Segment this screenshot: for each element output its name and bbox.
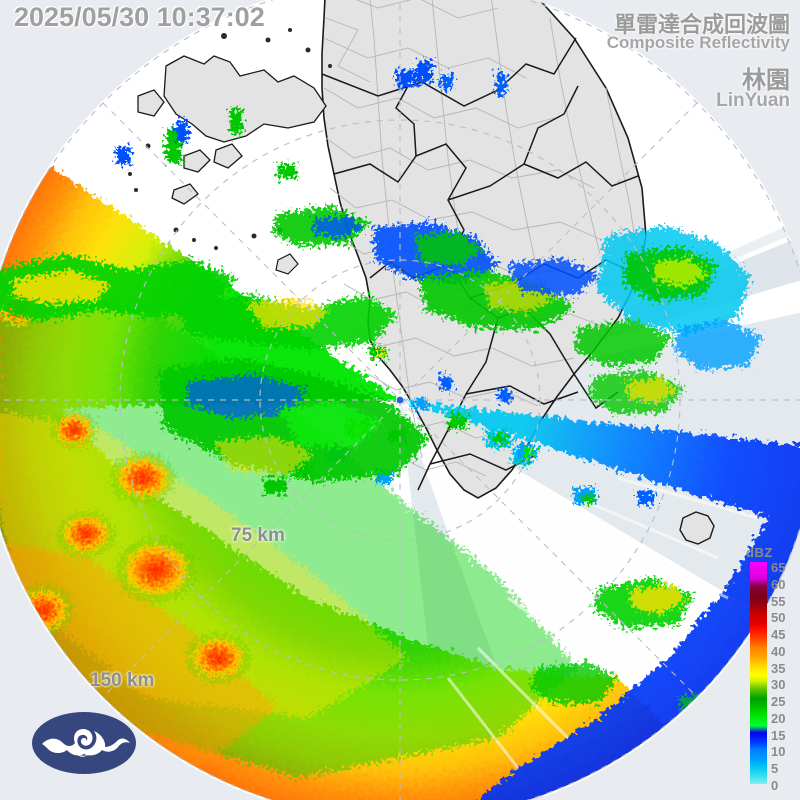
dbz-color-legend: dBZ 65 60 55 50 45 40 35 30 25 20 15 10 5 0 [740, 545, 798, 795]
logo-wave-mark [42, 729, 130, 757]
legend-tick-45: 45 [771, 627, 786, 643]
legend-tick-25: 25 [771, 694, 786, 710]
timestamp-label: 2025/05/30 10:37:02 [14, 2, 265, 32]
legend-tick-30: 30 [771, 677, 786, 693]
range-label-150km: 150 km [90, 670, 155, 691]
legend-tick-60: 60 [771, 576, 786, 592]
range-label-75km: 75 km [231, 525, 285, 546]
legend-color-bar [750, 562, 767, 784]
cwa-logo [32, 710, 136, 776]
legend-tick-20: 20 [771, 710, 786, 726]
radar-site-marker [396, 396, 404, 404]
legend-tick-50: 50 [771, 610, 786, 626]
product-title-zh: 單雷達合成回波圖 [613, 12, 790, 37]
legend-tick-55: 55 [771, 593, 786, 609]
range-ring-75km [259, 259, 541, 541]
legend-tick-10: 10 [771, 744, 786, 760]
radar-site-name-zh: 林園 [742, 67, 790, 94]
legend-title: dBZ [746, 545, 773, 560]
legend-tick-15: 15 [771, 727, 786, 743]
legend-tick-65: 65 [771, 560, 786, 575]
product-title-en: Composite Reflectivity [606, 33, 790, 52]
legend-tick-40: 40 [771, 643, 786, 659]
legend-tick-labels: 65 60 55 50 45 40 35 30 25 20 15 10 5 0 [771, 556, 797, 792]
radar-site-name-en: LinYuan [716, 90, 790, 111]
legend-tick-5: 5 [771, 761, 779, 777]
legend-tick-35: 35 [771, 660, 786, 676]
legend-tick-0: 0 [771, 778, 779, 793]
